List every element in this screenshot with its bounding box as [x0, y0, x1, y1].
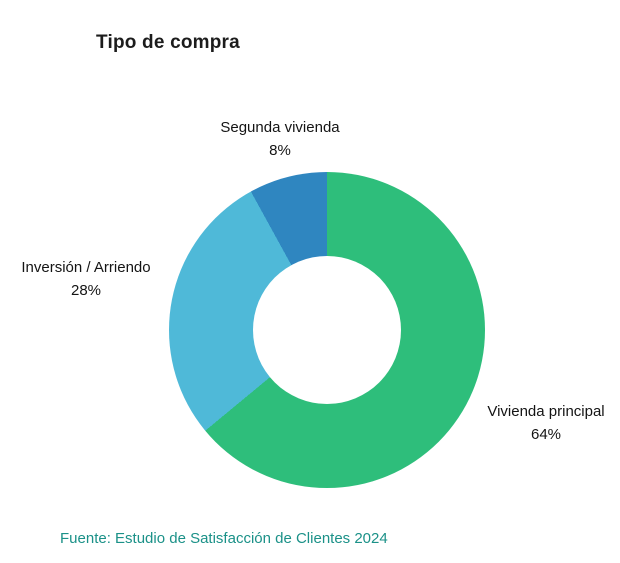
slice-percent-text: 64% [530, 426, 562, 443]
donut-chart [169, 172, 485, 488]
chart-title: Tipo de compra [96, 32, 240, 53]
donut-hole [253, 256, 401, 404]
slice-label-inversion-arriendo: Inversión / Arriendo 28% [21, 256, 150, 302]
slice-label-text: Segunda vivienda [220, 119, 340, 136]
slice-percent-text: 8% [269, 142, 291, 159]
slice-percent-text: 28% [70, 282, 102, 299]
slice-label-text: Vivienda principal [487, 403, 605, 420]
source-note: Fuente: Estudio de Satisfacción de Clien… [60, 530, 388, 547]
slice-label-text: Inversión / Arriendo [21, 259, 151, 276]
slice-label-vivienda-principal: Vivienda principal 64% [487, 400, 604, 446]
slice-label-segunda-vivienda: Segunda vivienda 8% [220, 116, 339, 162]
